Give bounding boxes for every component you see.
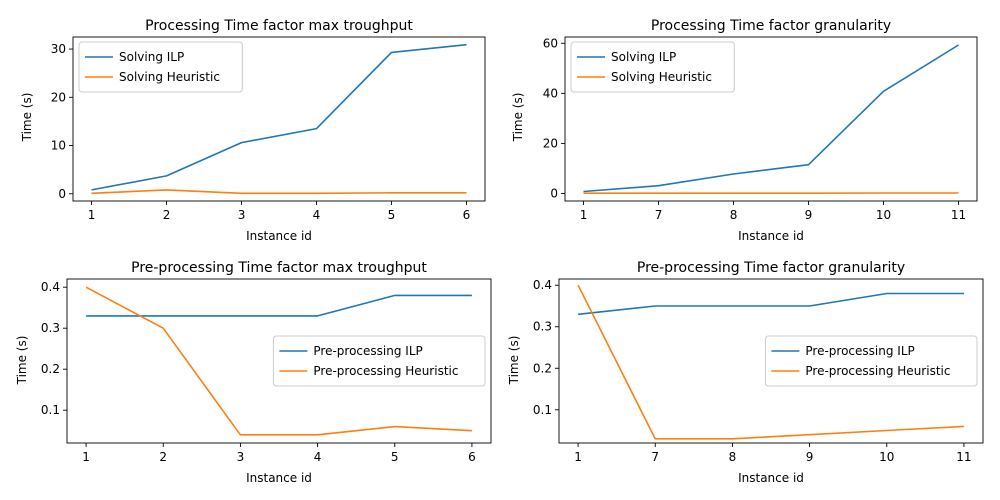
x-tick-label: 3 bbox=[237, 450, 245, 464]
series-line-1 bbox=[578, 292, 964, 316]
x-tick-label: 8 bbox=[730, 208, 738, 222]
y-tick-label: 40 bbox=[543, 86, 558, 100]
legend-label: Pre-processing Heuristic bbox=[805, 364, 950, 378]
x-tick-label: 6 bbox=[463, 208, 471, 222]
y-axis-label: Time (s) bbox=[511, 93, 525, 143]
plot-area: 1 7 8 9 10 11 0 20 40 60 Solving ILP Solving Heuris… bbox=[543, 36, 978, 222]
x-tick-label: 5 bbox=[388, 208, 396, 222]
subplot-2: Pre-processing Time factor max troughput… bbox=[15, 260, 492, 485]
panel-title: Pre-processing Time factor granularity bbox=[637, 260, 905, 276]
y-tick-label: 0.1 bbox=[533, 403, 552, 417]
axes-frame bbox=[72, 36, 486, 202]
x-tick-label: 3 bbox=[238, 208, 246, 222]
panel-title: Processing Time factor max troughput bbox=[145, 18, 413, 34]
x-tick-label: 7 bbox=[655, 208, 663, 222]
y-axis-label: Time (s) bbox=[20, 93, 34, 143]
subplot-0: Processing Time factor max troughput 1 2 3… bbox=[20, 18, 486, 243]
x-tick-label: 11 bbox=[951, 208, 966, 222]
x-axis-label: Instance id bbox=[246, 229, 312, 243]
x-tick-label: 9 bbox=[806, 450, 814, 464]
legend: Solving ILP Solving Heuristic bbox=[78, 41, 243, 93]
x-tick-label: 11 bbox=[956, 450, 971, 464]
series-line-1 bbox=[86, 294, 472, 317]
x-tick-label: 1 bbox=[88, 208, 96, 222]
y-tick-label: 0 bbox=[58, 187, 66, 201]
axes-frame bbox=[558, 278, 984, 444]
x-tick-label: 7 bbox=[651, 450, 659, 464]
legend-label: Pre-processing Heuristic bbox=[313, 364, 458, 378]
y-tick-label: 0.1 bbox=[41, 403, 60, 417]
series-line-2 bbox=[577, 284, 964, 440]
x-tick-label: 9 bbox=[805, 208, 813, 222]
y-tick-label: 60 bbox=[543, 36, 558, 50]
x-tick-label: 8 bbox=[729, 450, 737, 464]
y-tick-label: 0.3 bbox=[41, 321, 60, 335]
y-tick-label: 10 bbox=[51, 139, 66, 153]
legend-label: Solving ILP bbox=[611, 50, 676, 64]
legend-box bbox=[78, 41, 243, 93]
x-tick-label: 1 bbox=[82, 450, 90, 464]
x-tick-label: 2 bbox=[159, 450, 167, 464]
series-line-1 bbox=[91, 43, 467, 191]
legend-label: Solving Heuristic bbox=[119, 70, 220, 84]
y-tick-label: 0.4 bbox=[41, 280, 60, 294]
y-tick-label: 0.2 bbox=[533, 361, 552, 375]
x-tick-label: 1 bbox=[574, 450, 582, 464]
legend-label: Solving ILP bbox=[119, 50, 184, 64]
x-tick-label: 2 bbox=[163, 208, 171, 222]
x-tick-label: 5 bbox=[391, 450, 399, 464]
legend: Pre-processing ILP Pre-processing Heurist… bbox=[764, 335, 978, 387]
y-tick-label: 0.3 bbox=[533, 320, 552, 334]
x-tick-label: 4 bbox=[313, 208, 321, 222]
x-tick-label: 10 bbox=[879, 450, 894, 464]
x-axis-label: Instance id bbox=[738, 471, 804, 485]
panel-title: Processing Time factor granularity bbox=[651, 18, 891, 34]
y-tick-label: 0.2 bbox=[41, 362, 60, 376]
legend-box bbox=[764, 335, 978, 387]
y-tick-label: 0 bbox=[550, 186, 558, 200]
y-axis-label: Time (s) bbox=[507, 336, 521, 386]
legend: Solving ILP Solving Heuristic bbox=[570, 41, 735, 93]
legend-box bbox=[272, 335, 486, 387]
y-axis-label: Time (s) bbox=[15, 336, 29, 386]
x-tick-label: 4 bbox=[314, 450, 322, 464]
series-line-2 bbox=[91, 189, 467, 195]
x-tick-label: 6 bbox=[468, 450, 476, 464]
x-axis-label: Instance id bbox=[246, 471, 312, 485]
subplot-3: Pre-processing Time factor granularity 1… bbox=[507, 260, 984, 485]
panel-title: Pre-processing Time factor max troughput bbox=[131, 260, 427, 276]
axes-frame bbox=[564, 36, 978, 202]
legend: Pre-processing ILP Pre-processing Heurist… bbox=[272, 335, 486, 387]
axes-frame bbox=[66, 278, 492, 444]
series-line-2 bbox=[85, 286, 472, 436]
y-tick-label: 0.4 bbox=[533, 278, 552, 292]
x-tick-label: 1 bbox=[580, 208, 588, 222]
x-tick-label: 10 bbox=[876, 208, 891, 222]
x-axis-label: Instance id bbox=[738, 229, 804, 243]
series-line-1 bbox=[583, 44, 959, 193]
legend-box bbox=[570, 41, 735, 93]
y-tick-label: 20 bbox=[543, 136, 558, 150]
y-tick-label: 30 bbox=[51, 42, 66, 56]
y-tick-label: 20 bbox=[51, 90, 66, 104]
legend-label: Pre-processing ILP bbox=[313, 344, 422, 358]
legend-label: Solving Heuristic bbox=[611, 70, 712, 84]
plot-area: 1 2 3 4 5 6 0 10 20 30 Solving ILP Solving Heuristi… bbox=[51, 36, 486, 222]
legend-label: Pre-processing ILP bbox=[805, 344, 914, 358]
